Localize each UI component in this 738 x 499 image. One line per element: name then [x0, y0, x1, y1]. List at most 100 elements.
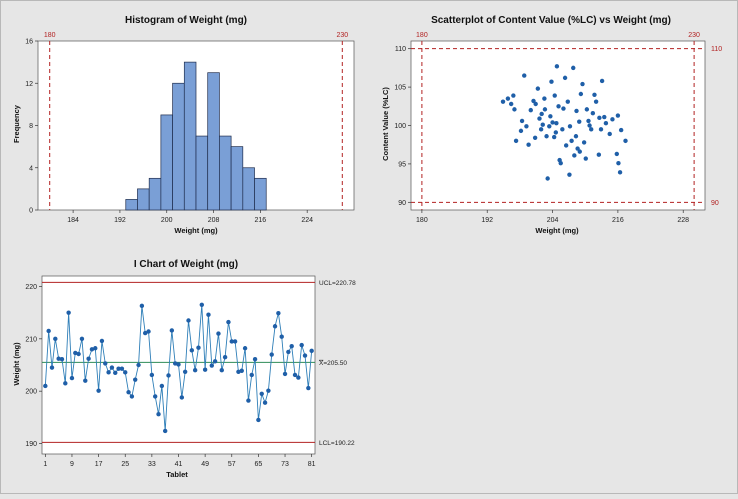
histogram-bar [242, 167, 255, 211]
scatter-x-tick-label: 216 [612, 217, 624, 224]
ichart-point [189, 348, 195, 353]
ichart-point [259, 391, 264, 396]
ichart-center-label: X=205.50 [319, 360, 347, 367]
scatter-point [578, 91, 584, 97]
scatterplot-panel: Scatterplot of Content Value (%LC) vs We… [381, 15, 722, 235]
scatter-point [540, 122, 545, 127]
scatter-plot-area [410, 40, 706, 211]
histogram-y-tick-label: 16 [25, 39, 33, 46]
ichart-point [239, 368, 244, 373]
ichart-point [59, 357, 65, 362]
scatter-point [593, 99, 599, 104]
ichart-point [272, 324, 278, 329]
scatter-title: Scatterplot of Content Value (%LC) vs We… [431, 15, 671, 26]
scatter-point [561, 106, 566, 111]
ichart-x-tick-label: 81 [308, 461, 316, 468]
scatter-point [572, 153, 577, 158]
scatter-point [603, 120, 609, 126]
scatter-point [599, 78, 605, 84]
ichart-point [202, 367, 208, 372]
ichart-point [76, 351, 81, 357]
ichart-point [73, 350, 78, 356]
ichart-x-tick-label: 9 [70, 461, 74, 468]
scatter-point [528, 107, 533, 113]
scatter-point [518, 128, 524, 134]
ichart-point [222, 354, 228, 360]
ichart-point [169, 328, 175, 333]
ichart-point [269, 352, 274, 357]
scatter-point [554, 64, 560, 69]
ichart-point [289, 343, 294, 349]
scatter-x-tick-label: 228 [677, 217, 689, 224]
ichart-y-tick-label: 210 [25, 336, 37, 343]
ichart-point [113, 370, 118, 376]
ichart-panel: I Chart of Weight (mg) Weight (mg) Table… [12, 259, 356, 479]
scatter-point [551, 134, 557, 140]
scatter-point [569, 138, 574, 144]
scatter-point [580, 81, 585, 87]
scatter-point [508, 101, 514, 107]
scatter-point [598, 127, 604, 132]
scatter-point [544, 134, 549, 139]
scatter-point [537, 116, 542, 121]
ichart-point [252, 357, 258, 362]
ichart-point [276, 310, 281, 316]
scatter-point [558, 160, 563, 166]
ichart-point [146, 329, 151, 334]
ichart-point [209, 363, 214, 368]
ichart-point [126, 390, 131, 395]
ichart-lcl-label: LCL=190.22 [319, 440, 355, 447]
ichart-point [206, 312, 211, 317]
scatter-point [505, 96, 511, 101]
ichart-point [306, 385, 311, 391]
ichart-point [262, 400, 268, 405]
histogram-x-tick-label: 192 [114, 217, 126, 224]
histogram-bar [125, 199, 138, 211]
ichart-x-tick-label: 65 [255, 461, 263, 468]
scatter-xlabel: Weight (mg) [535, 226, 579, 235]
scatter-point [565, 99, 570, 104]
ichart-point [79, 336, 85, 342]
scatter-point [548, 114, 553, 119]
scatter-point [583, 156, 588, 161]
ichart-point [116, 366, 121, 371]
ichart-point [182, 369, 188, 375]
scatter-point [556, 104, 561, 109]
scatter-point [615, 113, 621, 118]
scatter-point [542, 107, 548, 112]
scatter-point [589, 127, 594, 132]
scatter-point [532, 135, 538, 140]
ichart-x-tick-label: 57 [228, 461, 236, 468]
scatter-reference-label: 110 [711, 46, 722, 53]
ichart-point [232, 339, 238, 344]
histogram-bar [172, 82, 185, 211]
ichart-point [309, 348, 314, 354]
scatter-point [522, 73, 527, 78]
histogram-panel: Histogram of Weight (mg) Frequency Weigh… [12, 15, 355, 235]
scatter-point [535, 86, 541, 91]
ichart-point [89, 347, 95, 352]
scatter-point [607, 131, 612, 137]
ichart-point [236, 369, 241, 375]
ichart-point [109, 365, 115, 370]
histogram-reference-label: 230 [336, 32, 348, 39]
histogram-bar [207, 72, 220, 211]
scatter-x-tick-label: 180 [416, 217, 428, 224]
scatter-point [590, 111, 596, 116]
ichart-y-tick-label: 190 [25, 441, 37, 448]
ichart-point [96, 388, 101, 393]
ichart-point [156, 412, 161, 417]
ichart-point [86, 356, 91, 361]
scatter-point [584, 107, 590, 112]
scatter-point [533, 101, 538, 107]
scatter-point [586, 118, 591, 124]
ichart-point [176, 362, 181, 367]
ichart-point [162, 428, 168, 434]
ichart-point [43, 383, 48, 389]
scatter-point [526, 142, 531, 147]
scatter-point [553, 130, 559, 135]
histogram-x-tick-label: 184 [67, 217, 79, 224]
scatter-point [592, 92, 597, 97]
histogram-x-tick-label: 224 [301, 217, 313, 224]
histogram-x-tick-label: 208 [208, 217, 220, 224]
